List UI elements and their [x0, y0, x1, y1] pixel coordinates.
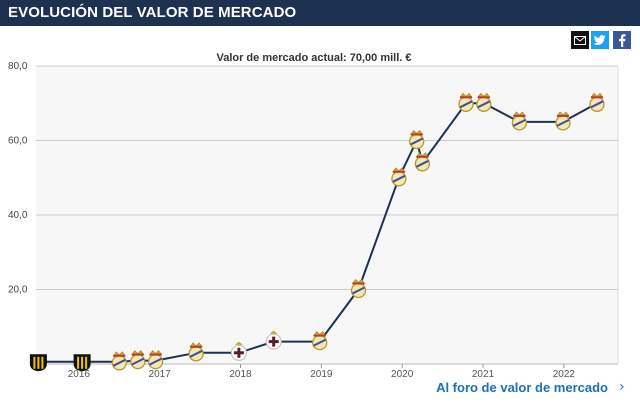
data-point-peñarol-crest[interactable] [73, 354, 91, 372]
data-point-real-madrid-crest[interactable] [414, 152, 431, 172]
data-point-real-madrid-crest[interactable] [147, 350, 164, 370]
grid-layer [36, 65, 619, 365]
data-point-real-madrid-crest[interactable] [458, 92, 474, 112]
twitter-icon [594, 35, 606, 45]
facebook-icon [619, 33, 626, 47]
data-point-real-madrid-crest[interactable] [312, 331, 328, 351]
chevron-right-icon[interactable]: › [619, 379, 625, 395]
x-tick-label: 2022 [553, 369, 576, 380]
section-header: EVOLUCIÓN DEL VALOR DE MERCADO [0, 0, 640, 26]
data-point-peñarol-crest[interactable] [29, 354, 47, 372]
x-tick-label: 2017 [149, 369, 172, 380]
x-tick-label: 2018 [229, 369, 252, 380]
twitter-share-button[interactable] [591, 31, 609, 49]
club-markers [29, 92, 605, 372]
y-tick-label: 80,0 [8, 61, 28, 72]
data-point-real-madrid-crest[interactable] [130, 350, 146, 370]
data-point-deportivo-crest[interactable] [265, 330, 282, 350]
y-axis-labels: 20,0 40,0 60,0 80,0 [8, 61, 28, 296]
y-tick-label: 40,0 [8, 210, 28, 221]
data-point-real-madrid-crest[interactable] [391, 167, 407, 187]
email-share-button[interactable] [571, 31, 589, 49]
section-title: EVOLUCIÓN DEL VALOR DE MERCADO [8, 4, 297, 21]
x-axis-labels: 2016 2017 2018 2019 2020 2021 2022 [68, 369, 576, 380]
y-tick-label: 60,0 [8, 136, 28, 147]
series-line [38, 102, 598, 363]
x-tick-label: 2016 [68, 369, 91, 380]
data-point-real-madrid-crest[interactable] [188, 342, 204, 362]
x-tick-label: 2021 [472, 369, 495, 380]
chart-title: Valor de mercado actual: 70,00 mill. € [216, 52, 412, 64]
y-tick-label: 20,0 [8, 285, 28, 296]
data-point-real-madrid-crest[interactable] [350, 279, 367, 299]
x-tick-label: 2019 [310, 369, 333, 380]
data-point-real-madrid-crest[interactable] [589, 92, 605, 112]
email-icon [574, 35, 586, 45]
market-value-forum-link[interactable]: Al foro de valor de mercado [436, 380, 608, 395]
facebook-share-button[interactable] [613, 31, 631, 49]
data-point-real-madrid-crest[interactable] [409, 130, 425, 150]
data-point-real-madrid-crest[interactable] [511, 111, 528, 131]
data-point-deportivo-crest[interactable] [230, 341, 247, 361]
data-point-real-madrid-crest[interactable] [555, 111, 571, 131]
data-point-real-madrid-crest[interactable] [476, 92, 492, 112]
x-tick-label: 2020 [391, 369, 414, 380]
data-point-real-madrid-crest[interactable] [111, 351, 127, 371]
